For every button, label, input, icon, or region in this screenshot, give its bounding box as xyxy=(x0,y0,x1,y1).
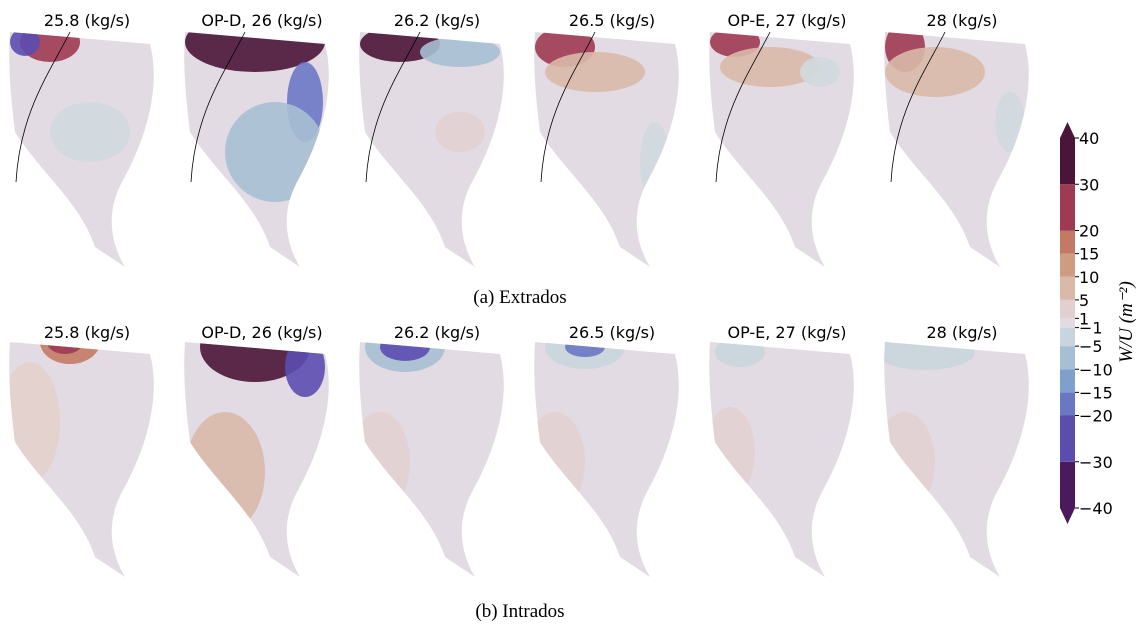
contour-panel xyxy=(534,31,679,267)
row-caption: (a) Extrados xyxy=(473,287,566,308)
contour-panel xyxy=(884,342,1029,577)
contour-panel xyxy=(709,342,854,577)
blade-surface xyxy=(359,32,504,267)
contour-panel xyxy=(9,31,154,267)
panel-title: 26.2 (kg/s) xyxy=(394,11,480,30)
colorbar-tick-label: 30 xyxy=(1079,175,1099,194)
blade-surface xyxy=(709,32,854,267)
contour-blob xyxy=(420,37,500,67)
colorbar-band xyxy=(1060,369,1075,393)
edge-line xyxy=(715,31,771,183)
contour-blob xyxy=(565,342,605,357)
edge-line xyxy=(190,31,246,183)
panel-title: OP-E, 27 (kg/s) xyxy=(727,11,846,30)
colorbar-extend-bottom xyxy=(1060,508,1075,524)
contour-blob xyxy=(9,362,60,482)
colorbar-tick-label: −30 xyxy=(1079,453,1113,472)
blade-surface xyxy=(534,342,679,577)
colorbar-extend-top xyxy=(1060,122,1075,138)
edge-line xyxy=(540,31,596,183)
colorbar-tick-label: −20 xyxy=(1079,407,1113,426)
colorbar-tick-label: −10 xyxy=(1079,360,1113,379)
colorbar-tick-label: 1 xyxy=(1079,309,1089,328)
colorbar-band xyxy=(1060,184,1075,231)
panel-title: OP-D, 26 (kg/s) xyxy=(201,11,322,30)
contour-panel xyxy=(884,31,1029,267)
colorbar-band xyxy=(1060,253,1075,277)
colorbar-band xyxy=(1060,346,1075,370)
contour-blob xyxy=(435,112,485,152)
colorbar-tick-label: 40 xyxy=(1079,129,1099,148)
contour-blob xyxy=(885,47,985,97)
colorbar-band xyxy=(1060,299,1075,319)
blade-surface xyxy=(359,342,504,577)
contours xyxy=(885,32,1025,152)
colorbar-band xyxy=(1060,318,1075,328)
colorbar-tick-label: −15 xyxy=(1079,383,1113,402)
contour-blob xyxy=(534,412,585,512)
panel-title: OP-D, 26 (kg/s) xyxy=(201,323,322,342)
blade-surface xyxy=(534,32,679,267)
colorbar-band xyxy=(1060,327,1075,347)
colorbar-tick-label: −1 xyxy=(1079,319,1103,338)
contour-panel xyxy=(9,342,154,577)
colorbar-band xyxy=(1060,392,1075,416)
colorbar-band xyxy=(1060,276,1075,300)
contour-panel xyxy=(359,31,504,267)
contour-blob xyxy=(40,342,100,364)
contour-blob xyxy=(995,92,1025,152)
colorbar-tick-label: 5 xyxy=(1079,291,1089,310)
contour-panel xyxy=(534,342,679,577)
contour-blob xyxy=(185,412,265,532)
panel-title: 25.8 (kg/s) xyxy=(44,323,130,342)
contour-blob xyxy=(47,342,83,354)
blade-surface xyxy=(884,342,1029,577)
contours xyxy=(710,32,840,87)
colorbar-tick-label: −40 xyxy=(1079,499,1113,518)
contour-blob xyxy=(10,32,40,56)
panel-title: 26.2 (kg/s) xyxy=(394,323,480,342)
colorbar-band xyxy=(1060,138,1075,185)
contour-blob xyxy=(285,342,325,397)
edge-line xyxy=(365,31,421,183)
colorbar-band xyxy=(1060,230,1075,254)
contour-panel xyxy=(184,342,329,577)
colorbar-band xyxy=(1060,461,1075,508)
colorbar-tick-label: 15 xyxy=(1079,245,1099,264)
contour-blob xyxy=(720,47,820,87)
contour-blob xyxy=(884,412,935,512)
colorbar-tick-label: −5 xyxy=(1079,337,1103,356)
contour-panel xyxy=(184,31,329,267)
contour-blob xyxy=(709,407,755,497)
contours xyxy=(10,32,130,162)
contour-blob xyxy=(800,57,840,87)
colorbar-tick-label: 10 xyxy=(1079,268,1099,287)
row-caption: (b) Intrados xyxy=(475,601,564,622)
contour-blob xyxy=(545,52,645,92)
edge-line xyxy=(15,31,71,183)
contour-panel xyxy=(709,31,854,267)
colorbar-band xyxy=(1060,415,1075,462)
edge-line xyxy=(890,31,946,183)
panel-title: 28 (kg/s) xyxy=(926,323,997,342)
contour-blob xyxy=(185,32,325,72)
contour-blob xyxy=(225,102,325,202)
panel-title: 26.5 (kg/s) xyxy=(569,323,655,342)
contour-blob xyxy=(50,102,130,162)
contour-blob xyxy=(380,342,430,361)
blade-surface xyxy=(709,342,854,577)
panel-title: 26.5 (kg/s) xyxy=(569,11,655,30)
contour-blob xyxy=(359,412,410,512)
panel-title: 28 (kg/s) xyxy=(926,11,997,30)
panel-title: 25.8 (kg/s) xyxy=(44,11,130,30)
colorbar-label: W/U (m⁻²) xyxy=(1116,281,1137,363)
colorbar-tick-label: 20 xyxy=(1079,222,1099,241)
contour-blob xyxy=(640,122,670,202)
panel-title: OP-E, 27 (kg/s) xyxy=(727,323,846,342)
contour-panel xyxy=(359,342,504,577)
